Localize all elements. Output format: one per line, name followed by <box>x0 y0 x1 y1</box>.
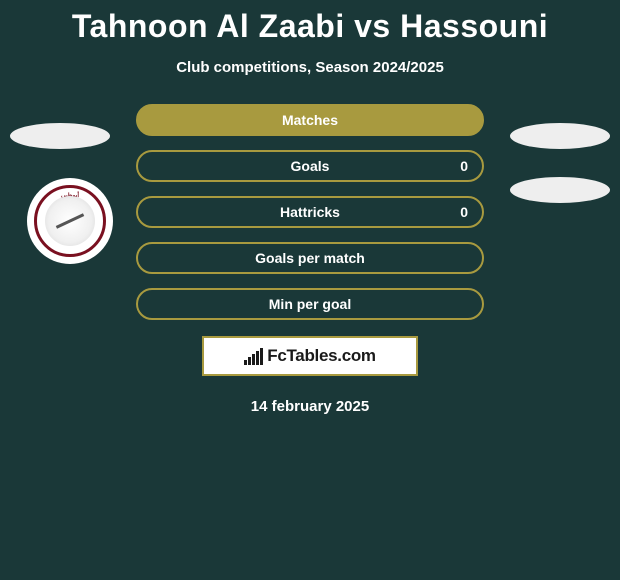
stat-label: Goals per match <box>255 250 365 266</box>
stat-pill-goals: Goals 0 <box>136 150 484 182</box>
stat-label: Min per goal <box>269 296 351 312</box>
stat-pill-hattricks: Hattricks 0 <box>136 196 484 228</box>
stat-label: Goals <box>291 158 330 174</box>
stat-value-right: 0 <box>460 158 468 174</box>
player-ellipse-right-2 <box>510 177 610 203</box>
subtitle: Club competitions, Season 2024/2025 <box>0 59 620 76</box>
stat-pill-matches: Matches <box>136 104 484 136</box>
brand-bars-icon <box>244 348 263 365</box>
stat-label: Hattricks <box>280 204 340 220</box>
player-ellipse-left-1 <box>10 123 110 149</box>
page-title: Tahnoon Al Zaabi vs Hassouni <box>0 0 620 45</box>
brand-text: FcTables.com <box>267 346 376 366</box>
team-logo: أبوظبي <box>27 178 113 264</box>
player-ellipse-right-1 <box>510 123 610 149</box>
team-logo-inner <box>45 196 95 246</box>
stat-pill-min-per-goal: Min per goal <box>136 288 484 320</box>
stat-value-right: 0 <box>460 204 468 220</box>
stat-pill-goals-per-match: Goals per match <box>136 242 484 274</box>
team-logo-ring: أبوظبي <box>34 185 106 257</box>
stat-label: Matches <box>282 112 338 128</box>
date-text: 14 february 2025 <box>0 398 620 415</box>
brand-box: FcTables.com <box>202 336 418 376</box>
sword-icon <box>56 213 84 228</box>
